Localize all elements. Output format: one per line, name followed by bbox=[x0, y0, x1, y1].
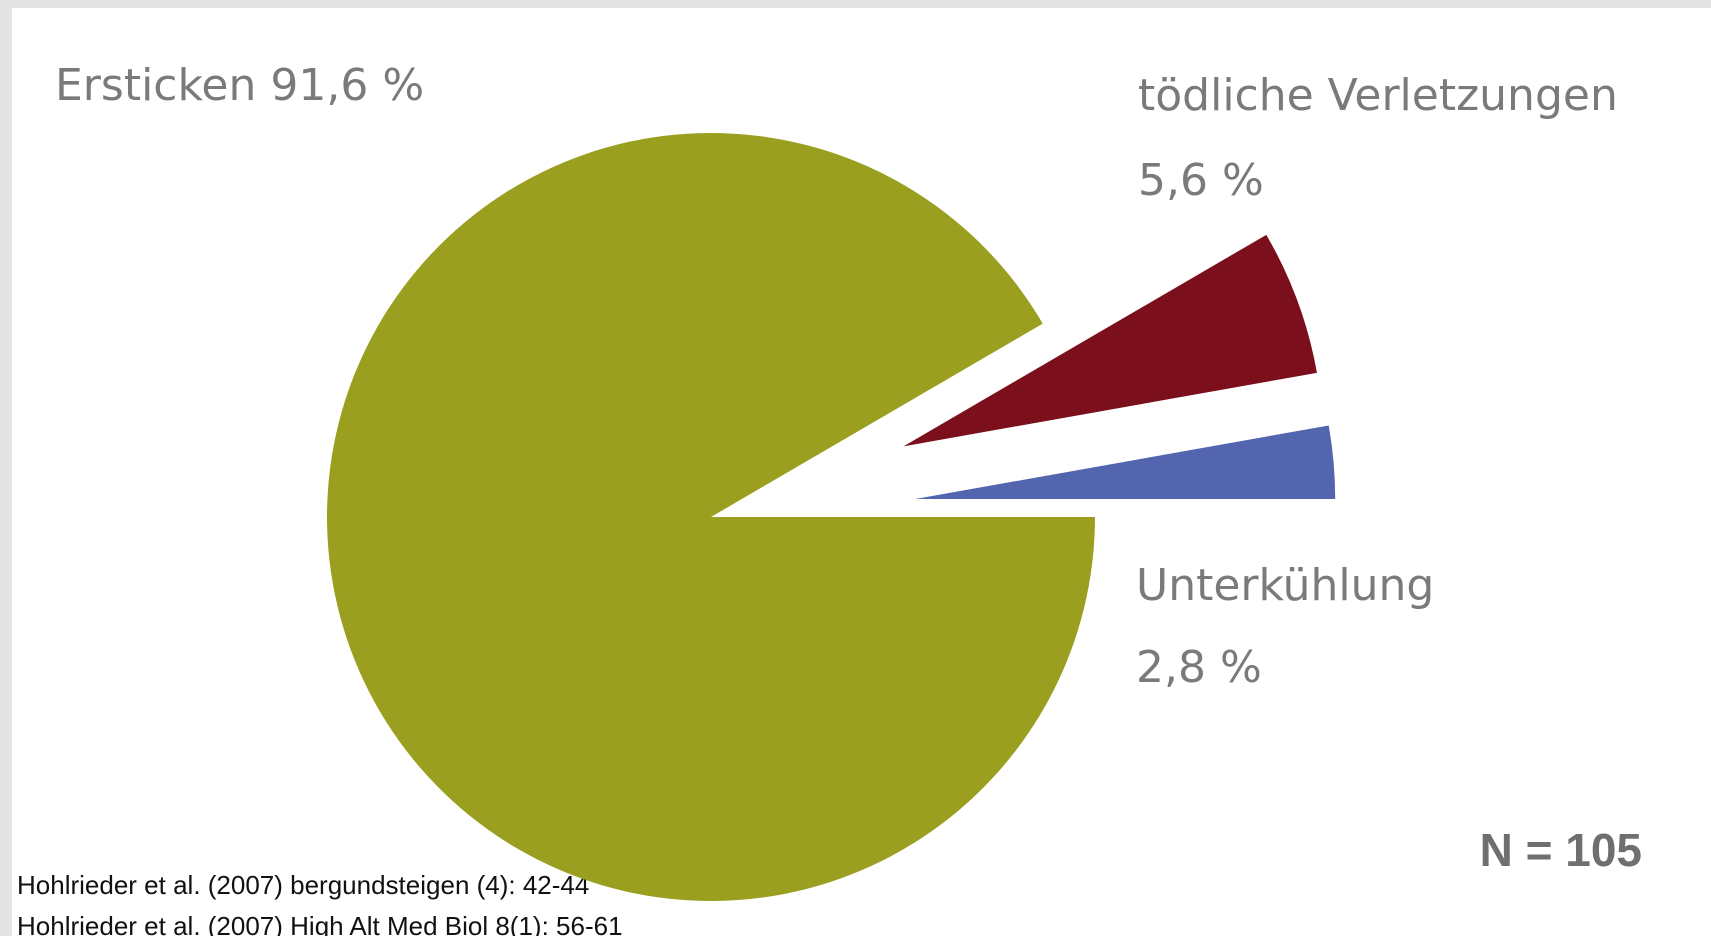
category-label: tödliche Verletzungen bbox=[1138, 70, 1618, 121]
source: Hohlrieder et al. (2007) bergundsteigen … bbox=[17, 870, 589, 900]
value-label: 2,8 % bbox=[1136, 642, 1262, 693]
pie-slice bbox=[915, 425, 1336, 499]
source: Hohlrieder et al. (2007) High Alt Med Bi… bbox=[17, 911, 623, 936]
value-label: 91,6 % bbox=[270, 60, 424, 111]
slice-label: Ersticken 91,6 % bbox=[55, 60, 424, 111]
value-label: 5,6 % bbox=[1138, 155, 1264, 206]
sample-size: N = 105 bbox=[1480, 824, 1642, 876]
pie-slice bbox=[903, 234, 1317, 447]
category-label: Ersticken bbox=[55, 60, 256, 111]
category-label: Unterkühlung bbox=[1136, 560, 1434, 611]
pie-slice bbox=[327, 132, 1095, 901]
